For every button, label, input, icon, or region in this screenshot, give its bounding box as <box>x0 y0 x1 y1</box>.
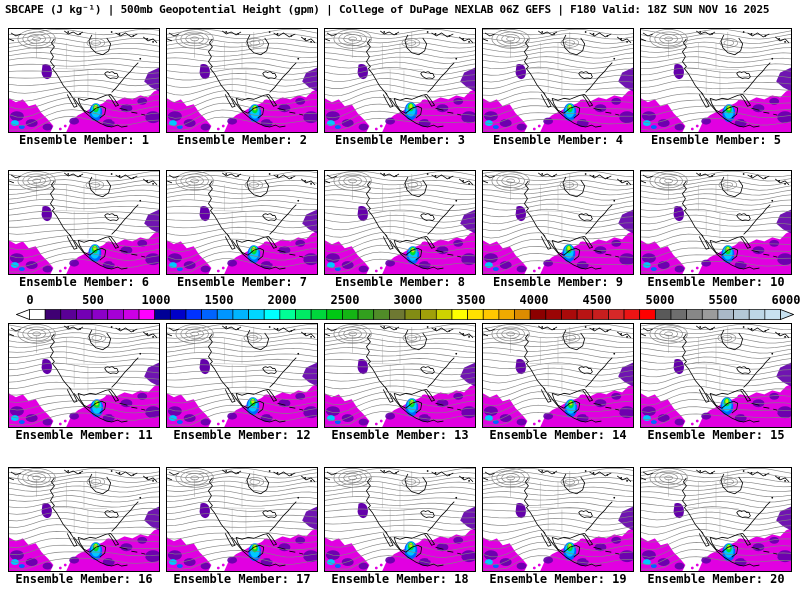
colorbar-tick: 4500 <box>582 293 612 307</box>
colorbar-tick: 5500 <box>708 293 738 307</box>
ensemble-panel: Ensemble Member: 12 <box>166 323 318 442</box>
colorbar-scale <box>16 309 794 320</box>
panel-label: Ensemble Member: 1 <box>18 133 150 147</box>
panel-label: Ensemble Member: 13 <box>331 428 469 442</box>
panel-row-4: Ensemble Member: 16 Ensemble Member: 17 En… <box>8 467 792 586</box>
ensemble-map <box>482 170 634 275</box>
ensemble-panel: Ensemble Member: 2 <box>166 28 318 147</box>
ensemble-panel: Ensemble Member: 5 <box>640 28 792 147</box>
ensemble-panel: Ensemble Member: 9 <box>482 170 634 289</box>
ensemble-map <box>8 323 160 428</box>
panel-label: Ensemble Member: 19 <box>489 572 627 586</box>
colorbar-tick: 2000 <box>267 293 297 307</box>
panel-label: Ensemble Member: 16 <box>15 572 153 586</box>
panel-label: Ensemble Member: 2 <box>176 133 308 147</box>
ensemble-map <box>324 323 476 428</box>
ensemble-map <box>324 170 476 275</box>
ensemble-map <box>640 28 792 133</box>
panel-row-3: Ensemble Member: 11 Ensemble Member: 12 En… <box>8 323 792 442</box>
panel-label: Ensemble Member: 10 <box>647 275 785 289</box>
ensemble-map <box>8 170 160 275</box>
ensemble-map <box>166 170 318 275</box>
panel-label: Ensemble Member: 17 <box>173 572 311 586</box>
ensemble-map <box>482 28 634 133</box>
ensemble-panel: Ensemble Member: 4 <box>482 28 634 147</box>
colorbar-tick: 1000 <box>141 293 171 307</box>
colorbar-tick: 6000 <box>771 293 800 307</box>
panel-label: Ensemble Member: 20 <box>647 572 785 586</box>
colorbar-tick: 3500 <box>456 293 486 307</box>
colorbar-overflow-arrow <box>780 309 794 320</box>
panel-label: Ensemble Member: 3 <box>334 133 466 147</box>
page-title: SBCAPE (J kg⁻¹) | 500mb Geopotential Hei… <box>5 3 770 16</box>
panel-label: Ensemble Member: 8 <box>334 275 466 289</box>
ensemble-panel: Ensemble Member: 10 <box>640 170 792 289</box>
ensemble-panel: Ensemble Member: 17 <box>166 467 318 586</box>
ensemble-map <box>640 467 792 572</box>
panel-label: Ensemble Member: 7 <box>176 275 308 289</box>
ensemble-map <box>324 28 476 133</box>
ensemble-map <box>166 323 318 428</box>
ensemble-panel: Ensemble Member: 6 <box>8 170 160 289</box>
panel-label: Ensemble Member: 15 <box>647 428 785 442</box>
ensemble-panel: Ensemble Member: 1 <box>8 28 160 147</box>
panel-row-1: Ensemble Member: 1 Ensemble Member: 2 Ense… <box>8 28 792 147</box>
panel-row-2: Ensemble Member: 6 Ensemble Member: 7 Ense… <box>8 170 792 289</box>
ensemble-map <box>8 28 160 133</box>
panel-label: Ensemble Member: 11 <box>15 428 153 442</box>
ensemble-panel: Ensemble Member: 8 <box>324 170 476 289</box>
ensemble-panel: Ensemble Member: 19 <box>482 467 634 586</box>
ensemble-map <box>640 323 792 428</box>
ensemble-panel: Ensemble Member: 18 <box>324 467 476 586</box>
ensemble-panel: Ensemble Member: 3 <box>324 28 476 147</box>
panel-label: Ensemble Member: 6 <box>18 275 150 289</box>
panel-label: Ensemble Member: 4 <box>492 133 624 147</box>
ensemble-panel: Ensemble Member: 7 <box>166 170 318 289</box>
ensemble-panel: Ensemble Member: 20 <box>640 467 792 586</box>
ensemble-panel: Ensemble Member: 14 <box>482 323 634 442</box>
panel-label: Ensemble Member: 5 <box>650 133 782 147</box>
ensemble-map <box>166 467 318 572</box>
ensemble-map <box>8 467 160 572</box>
ensemble-panel: Ensemble Member: 16 <box>8 467 160 586</box>
colorbar-tick: 2500 <box>330 293 360 307</box>
colorbar-tick: 0 <box>26 293 34 307</box>
colorbar-tick-labels: 0 500 1000 1500 2000 2500 3000 3500 4000 4500 5000… <box>26 293 800 307</box>
colorbar-tick: 4000 <box>519 293 549 307</box>
colorbar-tick: 1500 <box>204 293 234 307</box>
ensemble-panel: Ensemble Member: 11 <box>8 323 160 442</box>
panel-label: Ensemble Member: 9 <box>492 275 624 289</box>
ensemble-map <box>482 467 634 572</box>
ensemble-panel: Ensemble Member: 13 <box>324 323 476 442</box>
panel-label: Ensemble Member: 18 <box>331 572 469 586</box>
colorbar-tick: 3000 <box>393 293 423 307</box>
colorbar-underflow-arrow <box>16 309 30 320</box>
ensemble-map <box>640 170 792 275</box>
panel-label: Ensemble Member: 14 <box>489 428 627 442</box>
colorbar-tick: 500 <box>82 293 104 307</box>
colorbar-tick: 5000 <box>645 293 675 307</box>
cape-colorbar <box>16 309 794 320</box>
panel-label: Ensemble Member: 12 <box>173 428 311 442</box>
ensemble-map <box>324 467 476 572</box>
ensemble-map <box>166 28 318 133</box>
ensemble-panel: Ensemble Member: 15 <box>640 323 792 442</box>
ensemble-map <box>482 323 634 428</box>
